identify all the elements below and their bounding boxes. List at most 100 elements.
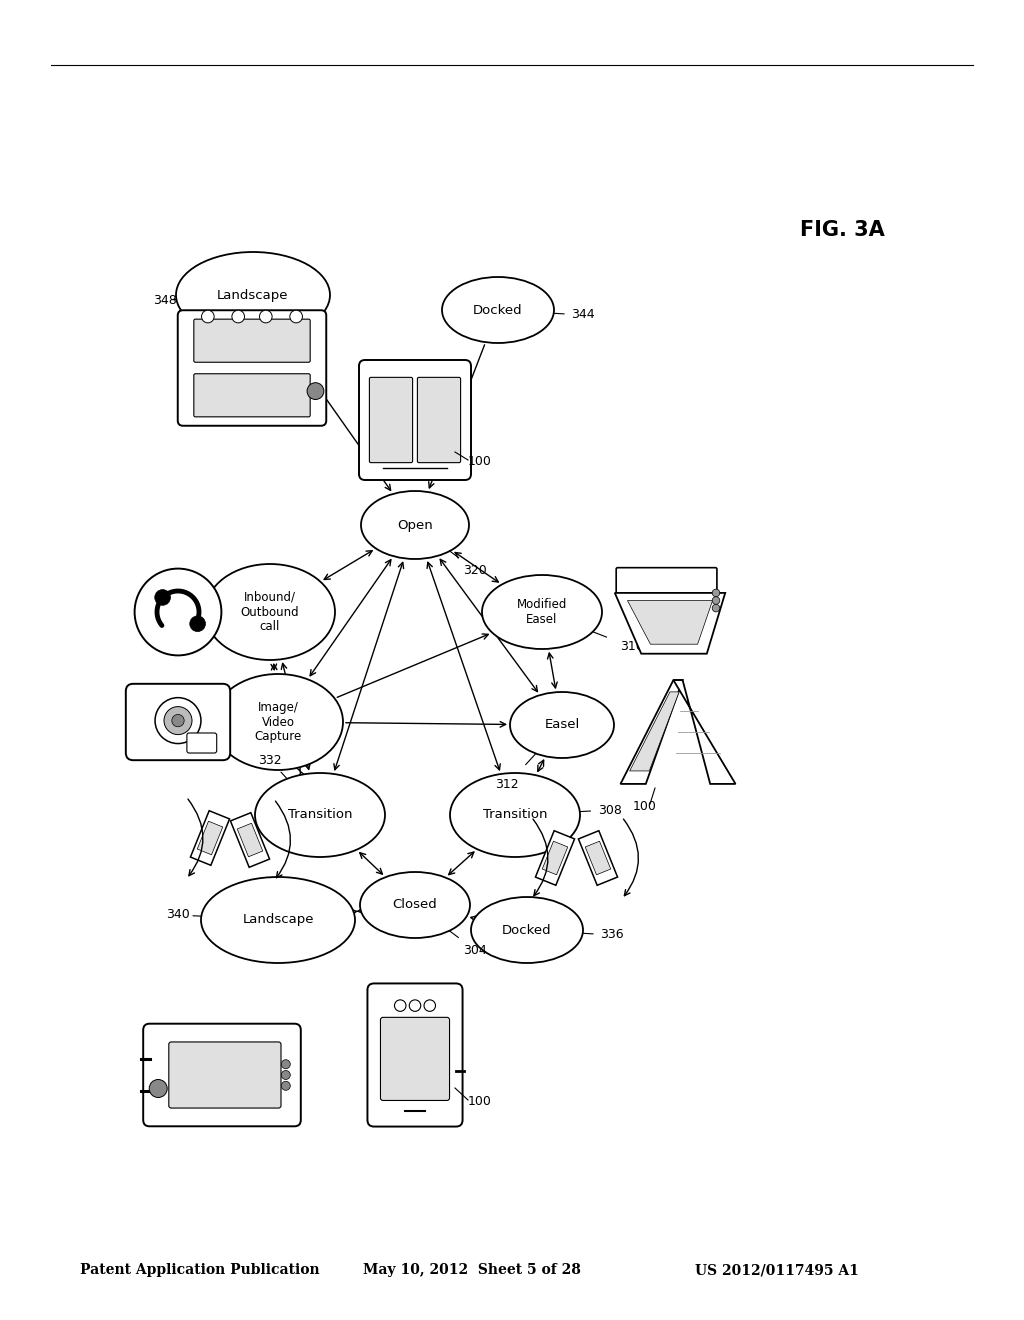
Ellipse shape bbox=[471, 898, 583, 964]
Text: Transition: Transition bbox=[482, 808, 547, 821]
Polygon shape bbox=[628, 601, 713, 644]
Circle shape bbox=[155, 698, 201, 743]
Ellipse shape bbox=[450, 774, 580, 857]
Text: 336: 336 bbox=[600, 928, 624, 941]
Ellipse shape bbox=[176, 252, 330, 338]
Ellipse shape bbox=[360, 873, 470, 939]
FancyArrowPatch shape bbox=[310, 560, 391, 676]
Circle shape bbox=[134, 569, 221, 656]
Text: Transition: Transition bbox=[288, 808, 352, 821]
Text: Open: Open bbox=[397, 519, 433, 532]
FancyArrowPatch shape bbox=[351, 908, 364, 915]
FancyArrowPatch shape bbox=[346, 722, 506, 727]
Text: Modified
Easel: Modified Easel bbox=[517, 598, 567, 626]
Circle shape bbox=[259, 310, 272, 323]
Circle shape bbox=[164, 706, 193, 735]
FancyBboxPatch shape bbox=[169, 1041, 281, 1107]
Text: Image/
Video
Capture: Image/ Video Capture bbox=[254, 701, 302, 743]
FancyBboxPatch shape bbox=[616, 568, 717, 595]
Text: Landscape: Landscape bbox=[217, 289, 289, 301]
Polygon shape bbox=[586, 841, 610, 875]
FancyBboxPatch shape bbox=[370, 378, 413, 462]
FancyBboxPatch shape bbox=[126, 684, 230, 760]
FancyArrowPatch shape bbox=[449, 851, 474, 875]
FancyBboxPatch shape bbox=[143, 1024, 301, 1126]
Polygon shape bbox=[536, 830, 574, 886]
Circle shape bbox=[231, 310, 245, 323]
Ellipse shape bbox=[510, 692, 614, 758]
Text: Easel: Easel bbox=[545, 718, 580, 731]
Ellipse shape bbox=[442, 277, 554, 343]
Text: 320: 320 bbox=[463, 564, 486, 577]
Circle shape bbox=[150, 1080, 167, 1097]
FancyArrowPatch shape bbox=[538, 760, 544, 771]
Polygon shape bbox=[543, 841, 567, 875]
Circle shape bbox=[202, 310, 214, 323]
Polygon shape bbox=[190, 810, 229, 866]
Text: 328: 328 bbox=[176, 751, 200, 763]
Circle shape bbox=[713, 589, 720, 597]
FancyBboxPatch shape bbox=[368, 983, 463, 1126]
FancyArrowPatch shape bbox=[295, 764, 305, 777]
FancyArrowPatch shape bbox=[359, 853, 382, 874]
Circle shape bbox=[282, 1060, 290, 1069]
Polygon shape bbox=[238, 824, 263, 857]
Text: 308: 308 bbox=[598, 804, 622, 817]
Polygon shape bbox=[230, 813, 269, 867]
FancyBboxPatch shape bbox=[194, 319, 310, 362]
FancyArrowPatch shape bbox=[429, 345, 484, 488]
FancyArrowPatch shape bbox=[548, 653, 557, 688]
Circle shape bbox=[424, 999, 435, 1011]
Polygon shape bbox=[614, 593, 725, 653]
FancyArrowPatch shape bbox=[455, 553, 499, 582]
FancyArrowPatch shape bbox=[427, 562, 501, 770]
Text: Patent Application Publication: Patent Application Publication bbox=[80, 1263, 319, 1276]
FancyArrowPatch shape bbox=[440, 560, 538, 692]
Text: Inbound/
Outbound
call: Inbound/ Outbound call bbox=[241, 591, 299, 634]
Ellipse shape bbox=[205, 564, 335, 660]
Text: 344: 344 bbox=[571, 309, 595, 322]
FancyArrowPatch shape bbox=[337, 634, 488, 697]
FancyBboxPatch shape bbox=[359, 360, 471, 480]
FancyBboxPatch shape bbox=[187, 733, 217, 752]
Text: US 2012/0117495 A1: US 2012/0117495 A1 bbox=[695, 1263, 859, 1276]
FancyBboxPatch shape bbox=[381, 1018, 450, 1101]
Circle shape bbox=[713, 605, 720, 612]
FancyBboxPatch shape bbox=[194, 374, 310, 417]
Circle shape bbox=[282, 1081, 290, 1090]
Text: 340: 340 bbox=[166, 908, 189, 921]
FancyBboxPatch shape bbox=[178, 310, 327, 426]
Text: 304: 304 bbox=[463, 944, 486, 957]
Ellipse shape bbox=[201, 876, 355, 964]
Circle shape bbox=[290, 310, 302, 323]
Text: 324: 324 bbox=[168, 640, 191, 653]
Text: FIG. 3A: FIG. 3A bbox=[800, 220, 885, 240]
Text: 100: 100 bbox=[468, 455, 492, 469]
FancyArrowPatch shape bbox=[471, 916, 477, 921]
Ellipse shape bbox=[361, 491, 469, 558]
FancyArrowPatch shape bbox=[282, 664, 310, 770]
Text: 100: 100 bbox=[633, 800, 656, 813]
Text: 100: 100 bbox=[468, 1096, 492, 1107]
Ellipse shape bbox=[213, 675, 343, 770]
Text: 332: 332 bbox=[258, 754, 282, 767]
FancyBboxPatch shape bbox=[418, 378, 461, 462]
Ellipse shape bbox=[255, 774, 385, 857]
Circle shape bbox=[155, 590, 170, 606]
Circle shape bbox=[713, 597, 720, 605]
Circle shape bbox=[394, 999, 406, 1011]
Circle shape bbox=[172, 714, 184, 727]
Polygon shape bbox=[630, 692, 679, 771]
FancyArrowPatch shape bbox=[284, 338, 390, 490]
Circle shape bbox=[307, 383, 324, 400]
FancyArrowPatch shape bbox=[325, 550, 372, 579]
Text: May 10, 2012  Sheet 5 of 28: May 10, 2012 Sheet 5 of 28 bbox=[362, 1263, 581, 1276]
FancyArrowPatch shape bbox=[271, 664, 276, 671]
Polygon shape bbox=[674, 680, 735, 784]
Circle shape bbox=[189, 616, 206, 631]
FancyArrowPatch shape bbox=[334, 562, 403, 770]
Text: 316: 316 bbox=[621, 640, 644, 653]
Text: Landscape: Landscape bbox=[243, 913, 313, 927]
Circle shape bbox=[410, 999, 421, 1011]
Polygon shape bbox=[198, 821, 223, 855]
